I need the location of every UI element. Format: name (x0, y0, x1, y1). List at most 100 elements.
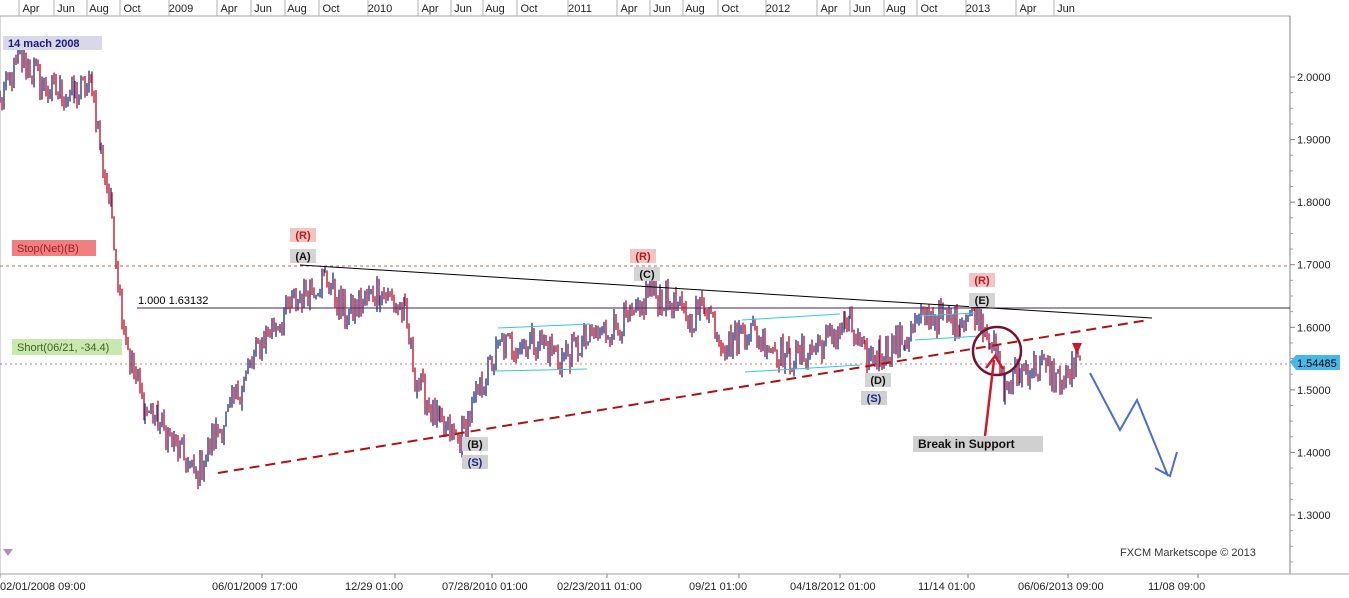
y-tick-label: 2.0000 (1297, 72, 1331, 84)
top-axis-label: Aug (89, 3, 109, 15)
wave-label-bg (865, 373, 891, 387)
plot-area (0, 15, 1291, 575)
bottom-time-axis: 02/01/2008 09:00 06/01/2009 17:00 12/29 01… (0, 574, 1205, 593)
svg-text:Stop(Net)(B): Stop(Net)(B) (17, 243, 79, 255)
bottom-axis-label: 09/21 01:00 (689, 581, 747, 593)
y-tick-label: 1.3000 (1297, 510, 1331, 522)
top-axis-label: Apr (1019, 3, 1036, 15)
channel-1 (494, 323, 591, 372)
y-tick-label: 1.7000 (1297, 260, 1331, 272)
top-axis-label: Apr (220, 3, 237, 15)
right-axis-panel (1290, 16, 1349, 574)
break-arrow (983, 353, 1005, 437)
current-price-tag: 1.54485 (1290, 355, 1340, 370)
top-axis-label: Jun (254, 3, 272, 15)
wave-label: (A) (290, 249, 316, 263)
y-tick-label: 1.8000 (1297, 197, 1331, 209)
wave-label-text: (D) (870, 375, 886, 387)
top-axis-label: Jun (1057, 3, 1075, 15)
wave-label-text: (R) (974, 275, 990, 287)
wave-label-bg (290, 228, 316, 242)
bottom-axis-label: 12/29 01:00 (345, 581, 403, 593)
bottom-axis-label: 04/18/2012 01:00 (790, 581, 876, 593)
top-axis-label: 2013 (966, 3, 990, 15)
bottom-axis-label: 02/01/2008 09:00 (0, 581, 86, 593)
wave-label-bg (861, 391, 887, 405)
bottom-axis-label: 06/06/2013 09:00 (1018, 581, 1104, 593)
wave-label-text: (R) (295, 230, 311, 242)
wave-label: (B) (462, 437, 488, 451)
y-tick-label: 1.9000 (1297, 135, 1331, 147)
top-axis-label: Aug (287, 3, 307, 15)
top-axis-label: Aug (685, 3, 705, 15)
wave-label-text: (R) (635, 251, 651, 263)
start-note: 14 mach 2008 (3, 36, 102, 50)
svg-text:Short(06/21, -34.4): Short(06/21, -34.4) (17, 342, 109, 354)
watermark: FXCM Marketscope © 2013 (1120, 547, 1256, 559)
scroll-marker-icon[interactable] (3, 549, 13, 556)
top-axis-label: Oct (322, 3, 339, 15)
svg-text:14 mach 2008: 14 mach 2008 (8, 38, 80, 50)
top-axis-label: Apr (22, 3, 39, 15)
wave-label-bg (969, 293, 995, 307)
top-time-axis: Apr Jun Aug Oct 2009 Apr Jun Aug Oct 2010 Apr Jun Au… (18, 0, 1075, 16)
forecast-path (1089, 372, 1178, 478)
top-axis-label: Apr (620, 3, 637, 15)
wave-label: (E) (969, 293, 995, 307)
short-label: Short(06/21, -34.4) (12, 339, 122, 355)
wave-label: (R) (630, 249, 656, 263)
wave-label-bg (290, 249, 316, 263)
wave-label-bg (462, 455, 488, 469)
break-support-label: Break in Support (913, 436, 1043, 452)
wave-label-text: (S) (867, 393, 882, 405)
wave-label-text: (A) (295, 251, 311, 263)
wave-label-text: (S) (468, 457, 483, 469)
bottom-axis-label: 02/23/2011 01:00 (557, 581, 642, 593)
svg-text:Break in Support: Break in Support (918, 437, 1015, 451)
break-circle (971, 325, 1023, 377)
bottom-axis-label: 11/14 01:00 (918, 581, 975, 593)
sell-marker-icon (1072, 343, 1082, 354)
wave-label: (R) (969, 273, 995, 287)
support-trendline (217, 319, 1149, 474)
wave-label-text: (B) (467, 439, 483, 451)
bottom-axis-label: 06/01/2009 17:00 (212, 581, 298, 593)
wave-label-bg (630, 249, 656, 263)
top-axis-label: Oct (520, 3, 537, 15)
resistance-trendline (299, 264, 1153, 319)
wave-labels: (R) (A) (R) (C) (R) (E) (B) (S) (D) (S) (290, 228, 995, 469)
wave-label-bg (634, 267, 660, 281)
top-axis-label: 2009 (169, 3, 193, 15)
top-axis-label: Aug (886, 3, 906, 15)
wave-label: (S) (462, 455, 488, 469)
y-tick-label: 1.6000 (1297, 322, 1331, 334)
price-series (0, 47, 1081, 490)
top-axis-label: Apr (421, 3, 438, 15)
wave-label: (R) (290, 228, 316, 242)
wave-label: (D) (865, 373, 891, 387)
wave-label-text: (E) (975, 295, 990, 307)
bottom-axis-label: 11/08 09:00 (1148, 581, 1205, 593)
bottom-axis-label: 07/28/2010 01:00 (442, 581, 528, 593)
top-axis-label: Oct (721, 3, 738, 15)
y-tick-label: 1.5000 (1297, 385, 1331, 397)
top-axis-label: Jun (853, 3, 871, 15)
wave-label: (S) (861, 391, 887, 405)
top-axis-label: Jun (57, 3, 75, 15)
wave-label-bg (462, 437, 488, 451)
top-axis-label: Aug (485, 3, 505, 15)
wave-label-text: (C) (639, 269, 655, 281)
svg-text:1.54485: 1.54485 (1297, 358, 1337, 370)
fib-label: 1.000 1.63132 (138, 295, 208, 307)
top-axis-label: Jun (454, 3, 472, 15)
top-axis-label: 2011 (568, 3, 592, 15)
stop-label: Stop(Net)(B) (12, 240, 96, 256)
channel-2 (741, 313, 861, 373)
y-tick-label: 1.4000 (1297, 447, 1331, 459)
price-axis: 2.0000 1.9000 1.8000 1.7000 1.6000 1.5000 1.40… (1290, 72, 1331, 563)
top-axis-label: Jun (653, 3, 671, 15)
top-axis-label: 2010 (368, 3, 392, 15)
top-axis-label: Apr (820, 3, 837, 15)
top-axis-label: 2012 (766, 3, 790, 15)
